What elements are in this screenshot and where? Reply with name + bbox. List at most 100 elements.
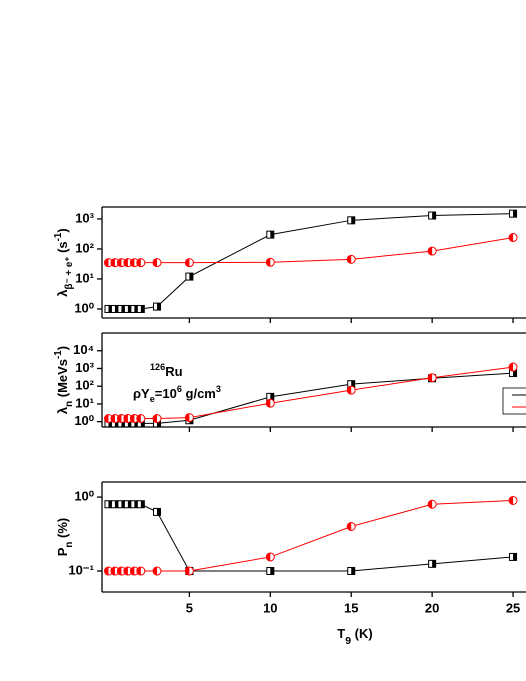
- marker-half: [104, 567, 109, 576]
- label-part: ): [55, 228, 70, 232]
- x-tick-label: 25: [506, 600, 520, 615]
- marker: [266, 230, 275, 239]
- marker-half: [509, 496, 514, 505]
- x-tick-label: 10: [263, 600, 277, 615]
- marker-half: [428, 500, 433, 509]
- marker: [427, 246, 437, 256]
- label-part: λ: [55, 406, 70, 414]
- marker: [427, 373, 437, 383]
- marker: [266, 567, 275, 576]
- marker-half: [140, 500, 145, 508]
- y-tick-label: 10⁻¹: [68, 562, 94, 577]
- marker-half: [153, 258, 158, 267]
- marker-half: [108, 500, 112, 508]
- marker-half: [127, 419, 132, 427]
- marker: [104, 304, 113, 313]
- marker-half: [189, 273, 193, 281]
- marker: [508, 495, 518, 505]
- marker-half: [121, 419, 125, 427]
- marker-half: [121, 500, 125, 508]
- label-part: ρY: [133, 386, 150, 401]
- marker-half: [117, 414, 122, 423]
- x-tick-label: 5: [186, 600, 193, 615]
- series-line: [108, 213, 514, 310]
- marker-half: [110, 258, 115, 267]
- marker: [153, 302, 162, 311]
- marker: [427, 499, 437, 509]
- label-part: g/cm: [182, 386, 216, 401]
- marker: [152, 258, 162, 268]
- series-line: [108, 503, 514, 572]
- marker-half: [509, 363, 514, 372]
- marker: [184, 413, 194, 423]
- marker: [509, 552, 518, 561]
- marker: [110, 500, 119, 509]
- marker-half: [108, 305, 112, 313]
- marker-half: [123, 258, 128, 267]
- marker: [346, 385, 356, 395]
- marker: [346, 522, 356, 532]
- marker-half: [136, 414, 141, 423]
- y-tick-label: 10¹: [75, 395, 94, 410]
- marker-half: [513, 369, 517, 377]
- marker: [347, 216, 356, 225]
- marker: [117, 500, 126, 509]
- y-tick-label: 10¹: [75, 270, 94, 285]
- marker-half: [270, 393, 274, 401]
- marker: [136, 500, 145, 509]
- label-part: -1: [53, 232, 64, 241]
- marker: [153, 507, 162, 516]
- label-part: n: [64, 401, 75, 407]
- marker-half: [513, 553, 517, 561]
- series-line: [108, 499, 514, 572]
- label-part: 3: [216, 384, 221, 394]
- marker-half: [428, 247, 433, 256]
- marker-half: [114, 305, 119, 313]
- marker: [428, 211, 437, 220]
- label-part: 9: [345, 635, 351, 647]
- marker-half: [266, 552, 271, 561]
- x-axis-label: T9 (K): [337, 626, 372, 646]
- label-part: (s: [55, 241, 70, 256]
- x-tick-label: 20: [425, 600, 439, 615]
- marker-half: [127, 500, 132, 508]
- series-line: [108, 237, 514, 264]
- marker-half: [140, 419, 145, 427]
- marker-half: [108, 419, 112, 427]
- annotation: 126Ru: [150, 362, 183, 379]
- marker: [129, 566, 139, 576]
- y-tick-label: 10³: [75, 360, 94, 375]
- label-part: β⁻ + e⁺: [64, 257, 75, 290]
- marker-half: [185, 258, 190, 267]
- marker-half: [266, 258, 271, 267]
- marker: [123, 414, 133, 424]
- marker: [265, 257, 275, 267]
- legend-box: [502, 387, 526, 415]
- y-tick-label: 10²: [75, 240, 94, 255]
- marker-half: [351, 567, 355, 575]
- y-tick-label: 10⁰: [74, 413, 94, 428]
- y-tick-label: 10³: [75, 210, 94, 225]
- marker-half: [185, 567, 190, 576]
- marker: [346, 254, 356, 264]
- label-part: P: [55, 547, 70, 556]
- marker-half: [432, 560, 436, 568]
- marker: [123, 304, 132, 313]
- marker-half: [270, 231, 274, 239]
- marker: [508, 233, 518, 243]
- marker: [184, 258, 194, 268]
- marker-half: [432, 212, 436, 220]
- label-part: -1: [53, 350, 64, 359]
- label-part: =10: [155, 386, 177, 401]
- y-axis-label: λβ⁻ + e⁺ (s-1): [53, 228, 75, 296]
- marker-half: [351, 380, 355, 388]
- marker: [103, 566, 113, 576]
- label-part: Ru: [165, 364, 182, 379]
- marker: [123, 500, 132, 509]
- label-part: n: [64, 542, 75, 548]
- marker-half: [130, 567, 135, 576]
- marker-half: [270, 567, 274, 575]
- marker-half: [347, 522, 352, 531]
- marker-half: [140, 305, 145, 313]
